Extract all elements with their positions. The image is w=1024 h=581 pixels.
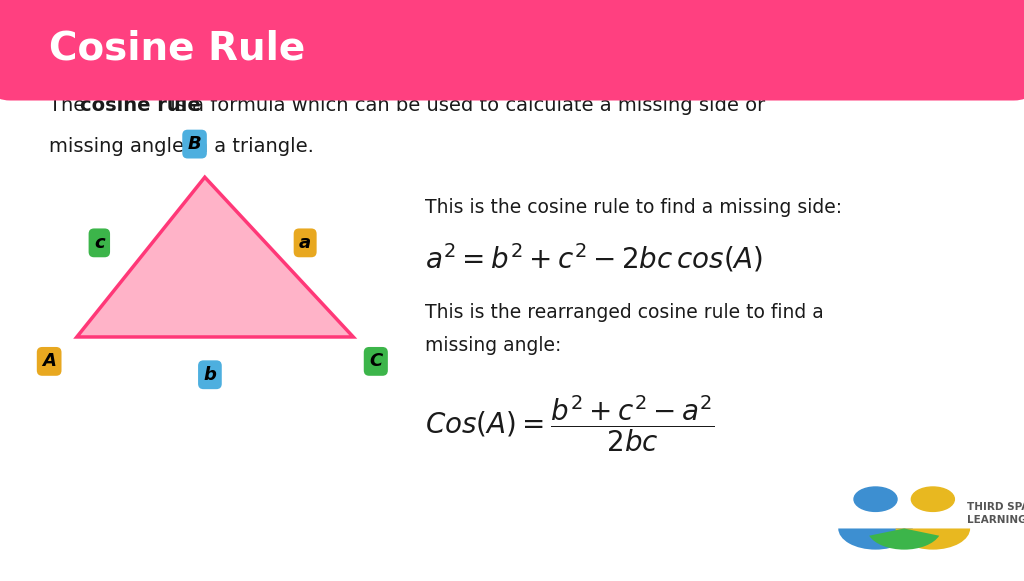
Text: B: B [187,135,202,153]
Text: THIRD SPACE
LEARNING: THIRD SPACE LEARNING [968,502,1024,525]
Circle shape [911,487,954,511]
Text: cosine rule: cosine rule [80,96,201,115]
Text: $Cos(A) = \dfrac{b^2 + c^2 - a^2}{2bc}$: $Cos(A) = \dfrac{b^2 + c^2 - a^2}{2bc}$ [425,394,715,454]
Text: This is the cosine rule to find a missing side:: This is the cosine rule to find a missin… [425,199,842,217]
Wedge shape [839,529,912,550]
Wedge shape [896,529,970,550]
Wedge shape [869,529,939,550]
Text: is a formula which can be used to calculate a missing side or: is a formula which can be used to calcul… [164,96,766,115]
Text: c: c [94,234,104,252]
Text: b: b [204,366,216,383]
Text: a: a [299,234,311,252]
FancyBboxPatch shape [0,0,1024,101]
Text: The: The [49,96,92,115]
Text: Cosine Rule: Cosine Rule [49,30,305,68]
Text: missing angle in a triangle.: missing angle in a triangle. [49,137,314,156]
Text: A: A [42,353,56,370]
Text: This is the rearranged cosine rule to find a: This is the rearranged cosine rule to fi… [425,303,823,322]
Text: $a^2 = b^2 + c^2 - 2bc\,cos(A)$: $a^2 = b^2 + c^2 - 2bc\,cos(A)$ [425,242,763,275]
Polygon shape [77,177,353,337]
Text: missing angle:: missing angle: [425,336,561,355]
Circle shape [854,487,897,511]
Text: C: C [370,353,382,370]
